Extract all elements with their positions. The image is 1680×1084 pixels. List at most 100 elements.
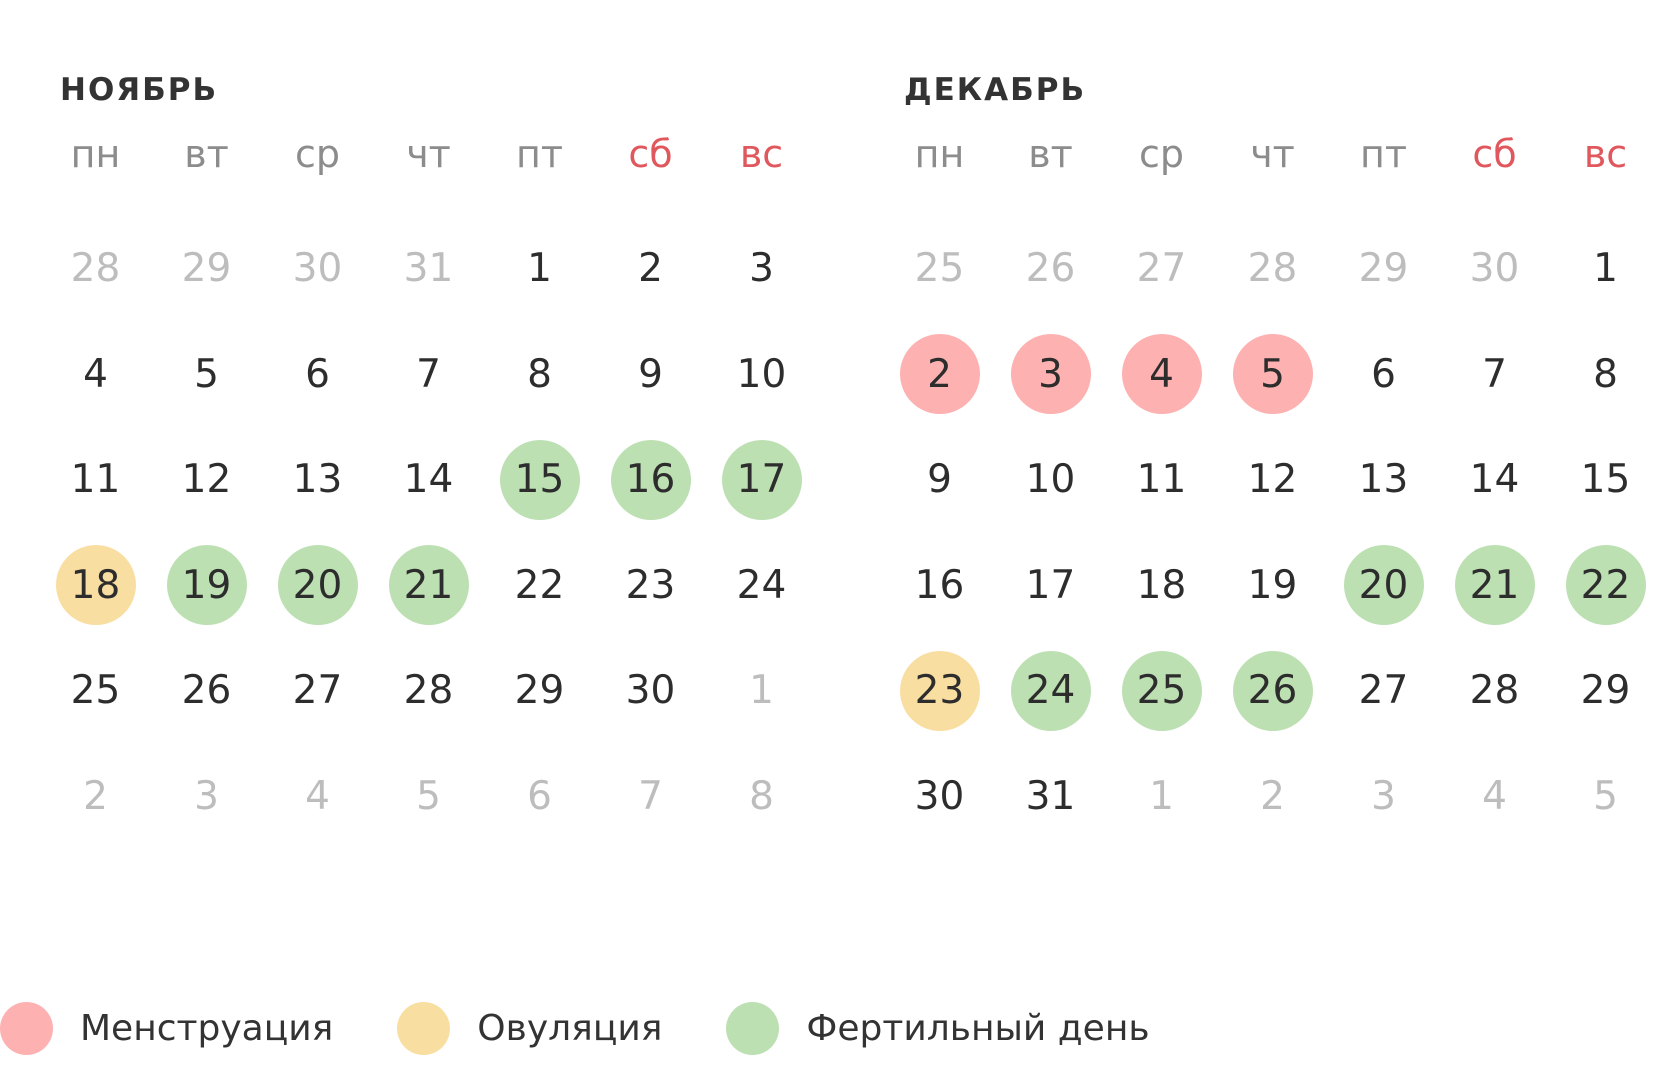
day-cell[interactable]: 30 xyxy=(595,638,706,744)
day-cell[interactable]: 3 xyxy=(151,744,262,850)
day-number: 23 xyxy=(625,562,676,608)
day-other-month: 26 xyxy=(1025,246,1076,292)
day-cell[interactable]: 24 xyxy=(995,638,1106,744)
day-fertile: 19 xyxy=(166,545,247,626)
day-cell[interactable]: 30 xyxy=(884,744,995,850)
day-cell[interactable]: 28 xyxy=(1217,216,1328,322)
day-cell[interactable]: 16 xyxy=(595,427,706,533)
day-cell[interactable]: 1 xyxy=(484,216,595,322)
day-cell[interactable]: 25 xyxy=(884,216,995,322)
day-cell[interactable]: 4 xyxy=(1439,744,1550,850)
day-fertile: 17 xyxy=(721,439,802,520)
day-cell[interactable]: 3 xyxy=(1328,744,1439,850)
day-cell[interactable]: 17 xyxy=(995,533,1106,639)
day-cell[interactable]: 15 xyxy=(484,427,595,533)
day-cell[interactable]: 12 xyxy=(151,427,262,533)
month-title: ДЕКАБРЬ xyxy=(904,72,1087,108)
day-cell[interactable]: 15 xyxy=(1550,427,1661,533)
day-cell[interactable]: 11 xyxy=(1106,427,1217,533)
day-cell[interactable]: 12 xyxy=(1217,427,1328,533)
day-cell[interactable]: 13 xyxy=(1328,427,1439,533)
day-cell[interactable]: 7 xyxy=(1439,322,1550,428)
day-cell[interactable]: 29 xyxy=(1328,216,1439,322)
day-number: 6 xyxy=(1371,351,1396,397)
day-cell[interactable]: 24 xyxy=(706,533,817,639)
day-cell[interactable]: 28 xyxy=(40,216,151,322)
day-cell[interactable]: 29 xyxy=(151,216,262,322)
day-cell[interactable]: 21 xyxy=(373,533,484,639)
day-cell[interactable]: 28 xyxy=(373,638,484,744)
day-cell[interactable]: 19 xyxy=(151,533,262,639)
day-cell[interactable]: 19 xyxy=(1217,533,1328,639)
day-cell[interactable]: 16 xyxy=(884,533,995,639)
day-cell[interactable]: 23 xyxy=(884,638,995,744)
day-cell[interactable]: 13 xyxy=(262,427,373,533)
day-cell[interactable]: 5 xyxy=(1550,744,1661,850)
day-cell[interactable]: 8 xyxy=(484,322,595,428)
day-cell[interactable]: 9 xyxy=(884,427,995,533)
day-cell[interactable]: 27 xyxy=(1328,638,1439,744)
day-cell[interactable]: 27 xyxy=(262,638,373,744)
day-cell[interactable]: 4 xyxy=(40,322,151,428)
day-cell[interactable]: 6 xyxy=(262,322,373,428)
day-cell[interactable]: 22 xyxy=(484,533,595,639)
day-cell[interactable]: 30 xyxy=(262,216,373,322)
day-number: 25 xyxy=(70,668,121,714)
day-cell[interactable]: 14 xyxy=(373,427,484,533)
day-cell[interactable]: 7 xyxy=(595,744,706,850)
day-cell[interactable]: 1 xyxy=(1550,216,1661,322)
day-cell[interactable]: 1 xyxy=(1106,744,1217,850)
day-cell[interactable]: 25 xyxy=(1106,638,1217,744)
weekday-label: вс xyxy=(739,132,784,176)
day-cell[interactable]: 4 xyxy=(262,744,373,850)
day-other-month: 29 xyxy=(1358,246,1409,292)
day-cell[interactable]: 26 xyxy=(995,216,1106,322)
day-number: 5 xyxy=(194,351,219,397)
day-cell[interactable]: 20 xyxy=(262,533,373,639)
day-cell[interactable]: 29 xyxy=(1550,638,1661,744)
day-cell[interactable]: 9 xyxy=(595,322,706,428)
weekday-header: пн вт ср чт пт сб вс xyxy=(884,124,1664,184)
day-cell[interactable]: 26 xyxy=(151,638,262,744)
day-number: 24 xyxy=(736,562,787,608)
day-cell[interactable]: 8 xyxy=(706,744,817,850)
day-cell[interactable]: 10 xyxy=(995,427,1106,533)
day-cell[interactable]: 6 xyxy=(1328,322,1439,428)
day-cell[interactable]: 25 xyxy=(40,638,151,744)
day-cell[interactable]: 3 xyxy=(995,322,1106,428)
day-cell[interactable]: 1 xyxy=(706,638,817,744)
day-cell[interactable]: 27 xyxy=(1106,216,1217,322)
day-cell[interactable]: 2 xyxy=(595,216,706,322)
day-cell[interactable]: 5 xyxy=(373,744,484,850)
day-cell[interactable]: 2 xyxy=(884,322,995,428)
weekday-label: сб xyxy=(1472,132,1517,176)
day-cell[interactable]: 30 xyxy=(1439,216,1550,322)
day-cell[interactable]: 2 xyxy=(1217,744,1328,850)
day-other-month: 8 xyxy=(749,773,774,819)
day-cell[interactable]: 18 xyxy=(1106,533,1217,639)
day-cell[interactable]: 21 xyxy=(1439,533,1550,639)
day-cell[interactable]: 31 xyxy=(995,744,1106,850)
day-cell[interactable]: 18 xyxy=(40,533,151,639)
day-cell[interactable]: 7 xyxy=(373,322,484,428)
day-cell[interactable]: 20 xyxy=(1328,533,1439,639)
day-cell[interactable]: 6 xyxy=(484,744,595,850)
day-cell[interactable]: 3 xyxy=(706,216,817,322)
day-cell[interactable]: 5 xyxy=(151,322,262,428)
day-cell[interactable]: 2 xyxy=(40,744,151,850)
day-cell[interactable]: 11 xyxy=(40,427,151,533)
weekday-label: пт xyxy=(1360,132,1407,176)
day-cell[interactable]: 28 xyxy=(1439,638,1550,744)
day-cell[interactable]: 22 xyxy=(1550,533,1661,639)
day-cell[interactable]: 14 xyxy=(1439,427,1550,533)
day-cell[interactable]: 5 xyxy=(1217,322,1328,428)
day-cell[interactable]: 8 xyxy=(1550,322,1661,428)
day-cell[interactable]: 26 xyxy=(1217,638,1328,744)
day-number: 16 xyxy=(914,562,965,608)
day-cell[interactable]: 23 xyxy=(595,533,706,639)
day-cell[interactable]: 17 xyxy=(706,427,817,533)
day-cell[interactable]: 29 xyxy=(484,638,595,744)
day-cell[interactable]: 4 xyxy=(1106,322,1217,428)
day-cell[interactable]: 10 xyxy=(706,322,817,428)
day-cell[interactable]: 31 xyxy=(373,216,484,322)
